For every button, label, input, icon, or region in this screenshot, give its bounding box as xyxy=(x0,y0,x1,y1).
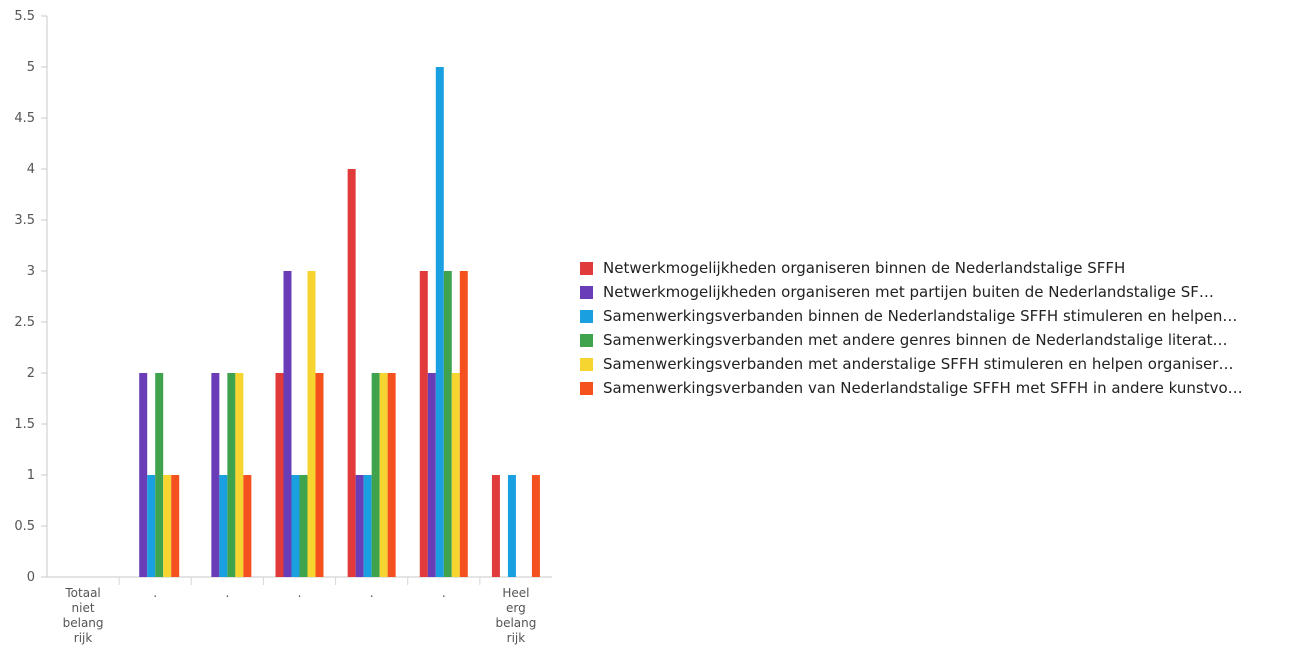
bar[interactable] xyxy=(299,475,308,577)
bar[interactable] xyxy=(371,373,380,577)
legend-swatch xyxy=(580,381,593,395)
bar[interactable] xyxy=(147,475,156,577)
y-tick-label: 2.5 xyxy=(14,315,35,330)
legend-label: Samenwerkingsverbanden binnen de Nederla… xyxy=(603,307,1238,325)
bar[interactable] xyxy=(443,271,452,577)
x-category-label-line: . xyxy=(153,586,157,600)
bar[interactable] xyxy=(355,475,364,577)
bar[interactable] xyxy=(283,271,292,577)
bar[interactable] xyxy=(459,271,468,577)
x-category-label-line: erg xyxy=(506,601,526,615)
x-category-label-line: . xyxy=(442,586,446,600)
bar[interactable] xyxy=(227,373,236,577)
bar[interactable] xyxy=(219,475,228,577)
x-category-label: . xyxy=(298,586,302,600)
y-tick-label: 5.5 xyxy=(14,9,35,24)
x-category-label-line: . xyxy=(298,586,302,600)
bar[interactable] xyxy=(347,169,356,577)
bar[interactable] xyxy=(531,475,540,577)
x-category-label-line: belang xyxy=(495,616,536,630)
y-tick-label: 5 xyxy=(27,60,35,75)
chart-legend: Netwerkmogelijkheden organiseren binnen … xyxy=(580,256,1285,400)
bar[interactable] xyxy=(243,475,252,577)
x-category-label: . xyxy=(370,586,374,600)
bar[interactable] xyxy=(235,373,244,577)
y-tick-label: 3.5 xyxy=(14,213,35,228)
legend-label: Samenwerkingsverbanden met andere genres… xyxy=(603,331,1228,349)
x-category-label: . xyxy=(442,586,446,600)
legend-label: Samenwerkingsverbanden met anderstalige … xyxy=(603,355,1234,373)
bar[interactable] xyxy=(163,475,172,577)
legend-item[interactable]: Samenwerkingsverbanden binnen de Nederla… xyxy=(580,304,1285,328)
bar[interactable] xyxy=(275,373,284,577)
x-category-label-line: niet xyxy=(72,601,95,615)
legend-label: Netwerkmogelijkheden organiseren binnen … xyxy=(603,259,1126,277)
y-tick-label: 0 xyxy=(27,570,35,585)
legend-swatch xyxy=(580,309,593,323)
bar[interactable] xyxy=(435,67,444,577)
legend-swatch xyxy=(580,333,593,347)
bar[interactable] xyxy=(451,373,460,577)
y-axis-tick-labels: 0 0.5 1 1.5 2 2.5 3 3.5 4 4.5 5 5.5 xyxy=(14,9,35,585)
bar[interactable] xyxy=(139,373,148,577)
legend-swatch xyxy=(580,285,593,299)
x-category-label-line: rijk xyxy=(74,631,93,645)
x-category-label-line: Heel xyxy=(502,586,529,600)
bar[interactable] xyxy=(491,475,500,577)
bar[interactable] xyxy=(211,373,220,577)
y-tick-label: 2 xyxy=(27,366,35,381)
x-category-label: Totaal niet belang rijk xyxy=(63,586,104,645)
bar[interactable] xyxy=(307,271,316,577)
legend-item[interactable]: Samenwerkingsverbanden met andere genres… xyxy=(580,328,1285,352)
y-tick-label: 0.5 xyxy=(14,519,35,534)
y-tick-label: 1 xyxy=(27,468,35,483)
y-tick-label: 4 xyxy=(27,162,35,177)
legend-label: Samenwerkingsverbanden van Nederlandstal… xyxy=(603,379,1243,397)
bar[interactable] xyxy=(315,373,324,577)
y-tick-label: 3 xyxy=(27,264,35,279)
bar[interactable] xyxy=(363,475,372,577)
x-category-label: Heel erg belang rijk xyxy=(495,586,536,645)
legend-swatch xyxy=(580,357,593,371)
legend-item[interactable]: Samenwerkingsverbanden met anderstalige … xyxy=(580,352,1285,376)
y-tick-label: 4.5 xyxy=(14,111,35,126)
bar[interactable] xyxy=(291,475,300,577)
legend-item[interactable]: Netwerkmogelijkheden organiseren binnen … xyxy=(580,256,1285,280)
y-tick-label: 1.5 xyxy=(14,417,35,432)
x-category-label-line: Totaal xyxy=(64,586,100,600)
bar[interactable] xyxy=(155,373,164,577)
bar[interactable] xyxy=(379,373,388,577)
chart-axes xyxy=(41,15,552,585)
legend-swatch xyxy=(580,261,593,275)
x-category-label-line: . xyxy=(225,586,229,600)
legend-item[interactable]: Samenwerkingsverbanden van Nederlandstal… xyxy=(580,376,1285,400)
x-category-label: . xyxy=(225,586,229,600)
bar[interactable] xyxy=(419,271,428,577)
chart-bars xyxy=(139,67,540,577)
bar[interactable] xyxy=(427,373,436,577)
x-category-label-line: . xyxy=(370,586,374,600)
bar[interactable] xyxy=(387,373,396,577)
x-category-label: . xyxy=(153,586,157,600)
legend-label: Netwerkmogelijkheden organiseren met par… xyxy=(603,283,1214,301)
bar[interactable] xyxy=(171,475,180,577)
x-category-label-line: belang xyxy=(63,616,104,630)
legend-item[interactable]: Netwerkmogelijkheden organiseren met par… xyxy=(580,280,1285,304)
x-category-label-line: rijk xyxy=(507,631,526,645)
bar[interactable] xyxy=(507,475,516,577)
x-axis-category-labels: Totaal niet belang rijk..... Heel erg belang ri… xyxy=(63,586,537,645)
